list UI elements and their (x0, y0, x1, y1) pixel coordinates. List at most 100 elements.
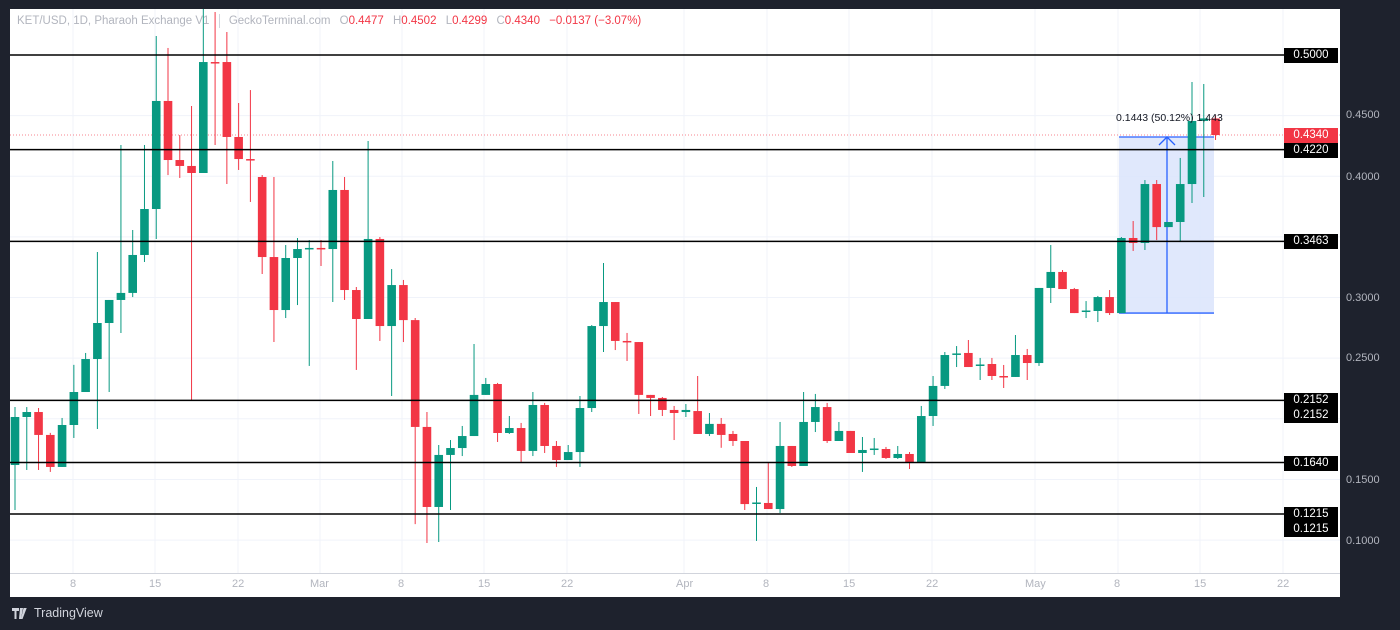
last-price-label: 0.4340 (1284, 128, 1338, 143)
symbol-title[interactable]: KET/USD, 1D, Pharaoh Exchange V1 (17, 15, 210, 28)
data-source: GeckoTerminal.com (228, 15, 331, 28)
candle-body-down (234, 136, 243, 160)
candle-body-up (151, 100, 161, 210)
candle-body-down (669, 409, 679, 413)
x-tick: 15 (478, 578, 491, 590)
tradingview-logo-icon (12, 607, 27, 619)
candle-body-up (811, 407, 820, 422)
y-tick: 0.1500 (1346, 474, 1380, 486)
candle-body-up (293, 249, 302, 259)
candle-body-up (1093, 297, 1103, 312)
candle-body-down (846, 430, 855, 454)
candle-body-down (187, 165, 196, 173)
candle-body-up (128, 254, 137, 293)
x-tick: Apr (676, 578, 694, 590)
candle-body-up (1199, 118, 1209, 121)
candle-body-down (269, 257, 279, 311)
candle-body-down (1152, 184, 1161, 228)
level-label-0.2152-b: 0.2152 (1284, 408, 1338, 423)
candle-body-up (281, 258, 291, 311)
candle-body-down (422, 426, 432, 507)
x-tick: Mar (310, 578, 329, 590)
candle-body-down (964, 352, 973, 368)
candle-body-up (140, 209, 149, 255)
candle-body-down (340, 189, 349, 291)
candle-body-up (1140, 184, 1150, 243)
legend-divider (218, 14, 220, 28)
measure-arrow-icon (1158, 136, 1176, 146)
candle-body-up (952, 353, 961, 355)
low-label: L (445, 15, 453, 28)
high-value: 0.4502 (401, 15, 437, 28)
candle-body-up (705, 423, 714, 434)
candle-body-down (622, 340, 632, 343)
candle-body-up (1164, 221, 1173, 228)
low-value: 0.4299 (452, 15, 488, 28)
brand-name: TradingView (34, 606, 103, 620)
candle-body-down (34, 412, 43, 435)
candle-body-down (163, 100, 173, 161)
candle-body-down (210, 62, 220, 64)
candle-body-down (1058, 271, 1067, 290)
tradingview-branding[interactable]: TradingView (12, 606, 103, 620)
candle-body-up (434, 454, 444, 507)
x-tick: 8 (763, 578, 770, 590)
candle-body-up (563, 452, 573, 461)
candle-body-down (352, 290, 361, 320)
y-tick: 0.3000 (1346, 292, 1380, 304)
candle-body-up (975, 364, 985, 366)
x-tick: 22 (232, 578, 245, 590)
candle-body-up (1187, 120, 1197, 185)
candle-body-down (540, 404, 549, 446)
candle-body-up (599, 302, 608, 327)
x-tick: 8 (398, 578, 405, 590)
level-label-0.4220: 0.4220 (1284, 143, 1338, 158)
candle-body-down (516, 428, 526, 451)
candle-body-up (505, 428, 514, 433)
y-tick: 0.2500 (1346, 352, 1380, 364)
candle-body-down (905, 453, 914, 462)
candle-body-down (1211, 118, 1220, 136)
level-label-0.1640: 0.1640 (1284, 456, 1338, 471)
candle-body-down (658, 397, 667, 410)
chart-legend: KET/USD, 1D, Pharaoh Exchange V1 GeckoTe… (17, 14, 641, 28)
candle-body-down (763, 502, 773, 510)
x-tick: 22 (1277, 578, 1290, 590)
candle-body-up (104, 299, 114, 324)
candle-body-up (10, 416, 20, 466)
level-label-0.1215-b: 0.1215 (1284, 522, 1338, 537)
x-tick: May (1025, 578, 1046, 590)
candle-body-down (740, 441, 750, 505)
x-tick: 15 (149, 578, 162, 590)
candlestick-plot[interactable] (10, 9, 1340, 596)
close-value: 0.4340 (504, 15, 540, 28)
x-tick: 8 (70, 578, 77, 590)
candle-body-up (1046, 271, 1056, 288)
x-tick: 8 (1114, 578, 1121, 590)
high-label: H (392, 15, 402, 28)
candle-body-up (81, 359, 90, 393)
candle-body-down (1105, 297, 1114, 314)
candle-body-down (822, 407, 832, 442)
candle-body-up (304, 247, 314, 250)
candle-body-down (399, 285, 408, 321)
candle-body-up (858, 449, 867, 454)
candle-body-up (1034, 287, 1044, 364)
chart-pane[interactable] (10, 9, 1340, 596)
candle-body-down (246, 159, 255, 161)
candle-body-up (363, 238, 373, 320)
candle-body-down (493, 384, 502, 433)
level-label-0.2152: 0.2152 (1284, 393, 1338, 408)
x-tick: 15 (843, 578, 856, 590)
candle-body-down (787, 445, 797, 466)
candle-body-up (387, 285, 396, 327)
candle-body-up (587, 326, 597, 409)
candle-body-down (175, 160, 185, 166)
open-label: O (339, 15, 349, 28)
y-tick: 0.1000 (1346, 535, 1380, 547)
candle-body-down (693, 411, 702, 434)
candle-body-up (469, 394, 479, 437)
candle-body-up (457, 436, 467, 449)
candle-body-down (728, 433, 738, 442)
time-axis[interactable] (10, 573, 1340, 597)
